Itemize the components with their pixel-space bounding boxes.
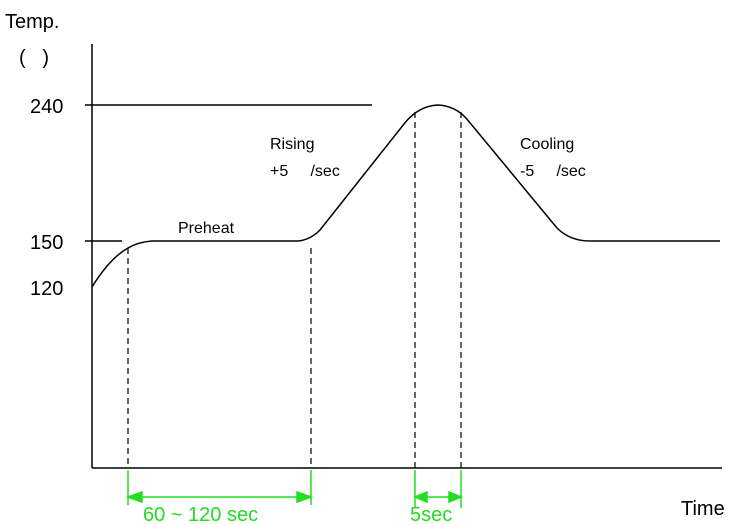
peak-duration-label: 5sec <box>410 504 452 525</box>
cooling-rate-label: -5 /sec <box>520 163 586 180</box>
y-axis-title: Temp. <box>5 11 59 33</box>
peak-dimension <box>413 470 463 508</box>
x-axis-title: Time <box>681 498 725 520</box>
temperature-curve <box>91 104 720 288</box>
y-tick-240: 240 <box>30 96 63 118</box>
rising-label: Rising <box>270 136 314 153</box>
y-tick-150: 150 <box>30 232 63 254</box>
preheat-duration-label: 60 ~ 120 sec <box>143 504 258 525</box>
y-tick-120: 120 <box>30 278 63 300</box>
cooling-label: Cooling <box>520 136 574 153</box>
preheat-dimension <box>125 470 314 505</box>
preheat-label: Preheat <box>178 220 235 237</box>
y-axis-unit: ( ) <box>19 47 49 69</box>
rising-rate-label: +5 /sec <box>270 163 340 180</box>
